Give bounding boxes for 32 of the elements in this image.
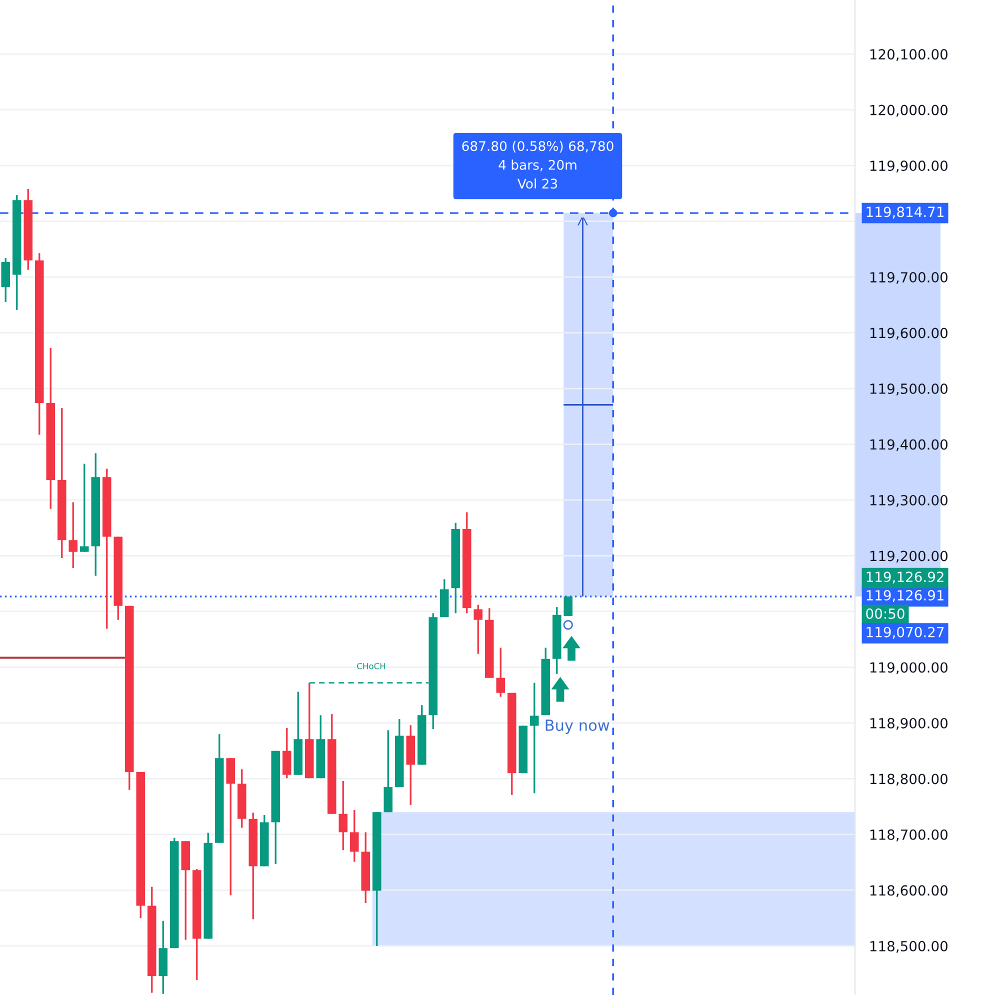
annotation: 687.80 (0.58%) 68,780 4 bars, 20m Vol 23: [462, 140, 614, 189]
y-tick-label: 119,900.00: [870, 160, 948, 172]
y-tick-label: 118,700.00: [870, 829, 948, 842]
y-tick-label: 118,600.00: [870, 885, 948, 898]
y-tick-label: 120,000.00: [870, 104, 948, 117]
candlestick: [564, 596, 573, 617]
y-tick-label: 118,800.00: [870, 774, 948, 786]
candlestick: [68, 501, 78, 569]
y-tick-label: 119,500.00: [870, 383, 948, 396]
y-tick-label: 118,500.00: [870, 940, 948, 953]
candlestick: [80, 462, 89, 553]
y-tick-label: 119,000.00: [870, 662, 948, 674]
candlestick: [350, 809, 359, 863]
y-tick-label: 119,700.00: [870, 272, 948, 284]
y-tick-label: 118,900.00: [870, 718, 948, 730]
candlestick: [282, 727, 292, 779]
text: 119,126.92: [866, 572, 944, 584]
candlestick: [530, 682, 539, 794]
y-tick-label: 120,100.00: [870, 49, 948, 61]
candlestick: [474, 604, 483, 655]
candlestick: [496, 646, 506, 698]
text: 119,070.27: [866, 626, 944, 639]
y-tick-label: 119,200.00: [870, 550, 948, 563]
annotation: Buy now: [546, 720, 610, 734]
y-tick-label: 119,300.00: [870, 494, 948, 507]
y-tick-label: 119,600.00: [870, 328, 948, 340]
ref-line-label: 119,814.71: [866, 206, 944, 219]
text: 00:50: [866, 608, 904, 619]
ref-line-label: CHoCH: [357, 662, 386, 670]
candlestick: [338, 780, 348, 851]
ref-line-label: 119,126.91: [866, 590, 944, 602]
y-tick-label: 119,400.00: [870, 439, 948, 452]
